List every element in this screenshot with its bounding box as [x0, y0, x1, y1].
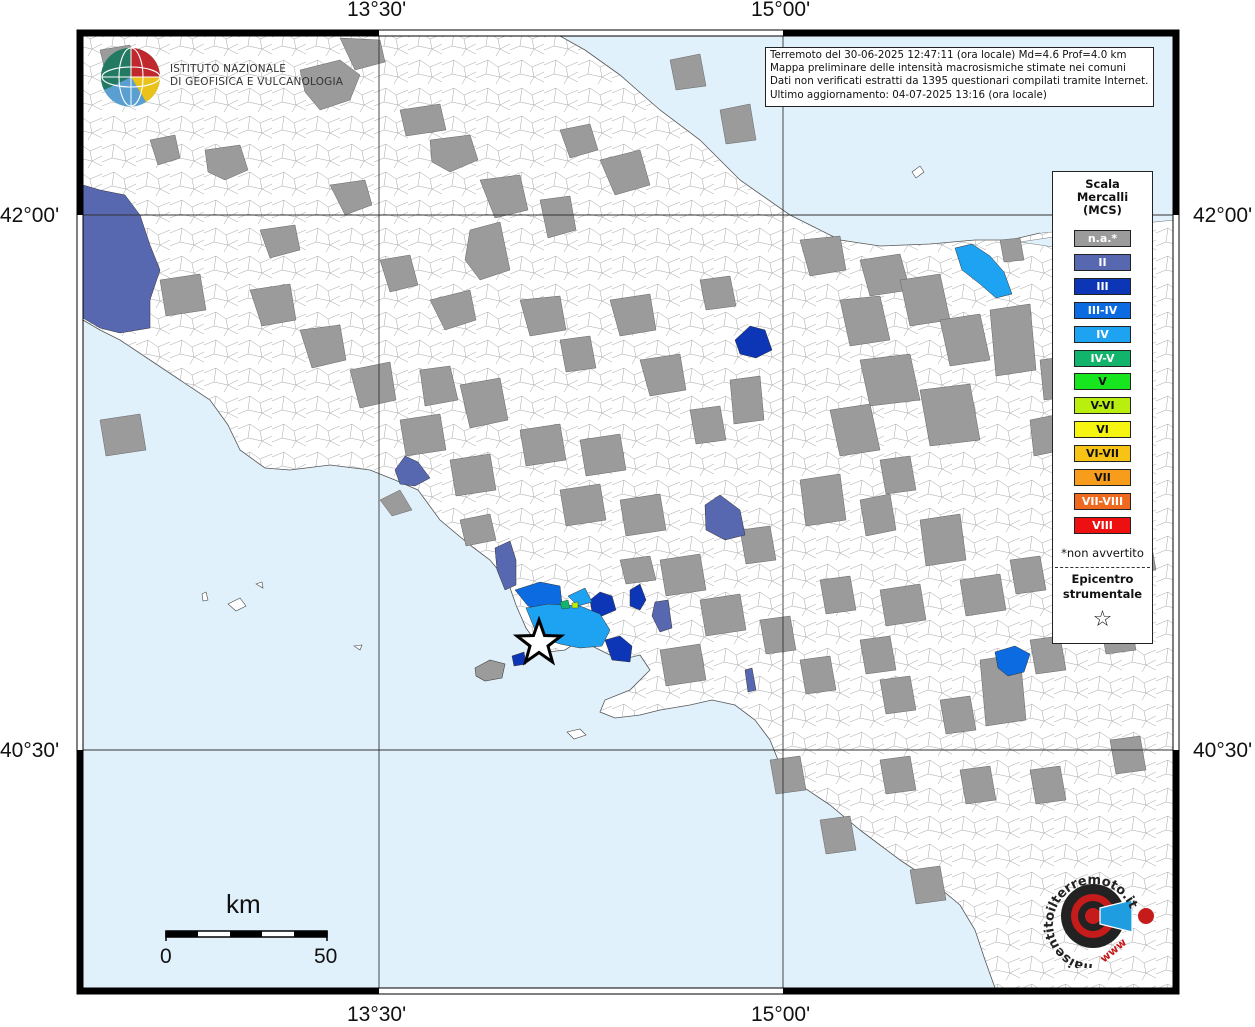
target-megaphone-icon	[1061, 884, 1154, 948]
intensity-iii-vesuvius	[604, 635, 633, 663]
map-frame	[76, 29, 1180, 995]
latitude-label-left-4200: 42°00'	[0, 204, 60, 227]
legend-title-line2: Mercalli	[1076, 190, 1129, 204]
intensity-vvi-spot	[571, 601, 579, 609]
intensity-ii-naples-north	[494, 540, 517, 591]
legend-star-icon: ☆	[1092, 607, 1113, 632]
scale-end-label: 50	[314, 945, 338, 968]
latitude-label-left-4030: 40°30'	[0, 739, 60, 762]
legend-swatch-iii-iv: III-IV	[1074, 301, 1131, 319]
legend-swatch-v: V	[1074, 373, 1131, 391]
legend-swatch-vi: VI	[1074, 421, 1131, 439]
legend-not-felt-note: *non avvertito	[1061, 546, 1144, 560]
legend-swatch-iv-v: IV-V	[1074, 349, 1131, 367]
legend-swatch-iii: III	[1074, 277, 1131, 295]
ingv-logo-text: ISTITUTO NAZIONALE DI GEOFISICA E VULCAN…	[170, 63, 343, 89]
longitude-label-top-1500: 15°00'	[751, 0, 811, 21]
scale-bar	[165, 930, 328, 941]
scale-unit-label: km	[226, 889, 261, 919]
latitude-label-right-4200: 42°00'	[1193, 204, 1253, 227]
intensity-ii-avellino	[651, 599, 673, 633]
legend-title: Scala Mercalli (MCS)	[1053, 178, 1152, 217]
info-line-updated: Ultimo aggiornamento: 04-07-2025 13:16 (…	[770, 88, 1047, 101]
intensity-legend: Scala Mercalli (MCS) n.a.* II III III-IV IV I…	[1052, 171, 1153, 644]
intensity-iii-caserta	[629, 583, 647, 611]
legend-swatch-viii: VIII	[1074, 516, 1131, 534]
legend-epicenter-line1: Epicentro	[1071, 572, 1134, 586]
info-line-data-source: Dati non verificati estratti da 1395 que…	[770, 75, 1149, 88]
intensity-iii-procida	[511, 651, 527, 667]
island-ischia	[474, 659, 506, 682]
longitude-label-bottom-1500: 15°00'	[751, 1003, 811, 1026]
earthquake-info-box: Terremoto del 30-06-2025 12:47:11 (ora l…	[765, 47, 1154, 107]
intensity-iiiiv-potenza	[994, 645, 1031, 677]
latitude-label-right-4030: 40°30'	[1193, 739, 1253, 762]
legend-swatch-vii: VII	[1074, 469, 1131, 486]
legend-swatch-iv: IV	[1074, 325, 1131, 343]
intensity-ii-rome-area	[83, 184, 161, 334]
intensity-ii-salerno-east	[744, 667, 757, 693]
longitude-label-bottom-1330: 13°30'	[347, 1003, 407, 1026]
legend-swatch-vii-viii: VII-VIII	[1074, 492, 1131, 510]
info-line-event: Terremoto del 30-06-2025 12:47:11 (ora l…	[770, 49, 1127, 61]
legend-swatch-n-a: n.a.*	[1074, 230, 1131, 247]
legend-title-line1: Scala	[1085, 177, 1120, 191]
legend-title-line3: (MCS)	[1083, 203, 1122, 217]
intensity-ii-gaeta-area	[394, 455, 431, 487]
legend-divider	[1055, 567, 1150, 568]
ingv-globe-icon	[100, 47, 161, 107]
island-capri	[566, 728, 587, 740]
longitude-label-top-1330: 13°30'	[347, 0, 407, 21]
epicenter-star-icon	[512, 615, 566, 666]
graticule	[83, 36, 1173, 988]
intensity-iii-molise	[734, 325, 773, 359]
intensity-ii-benevento-area	[704, 494, 746, 541]
info-line-description: Mappa preliminare delle intensità macros…	[770, 62, 1126, 75]
intensity-iv-gargano	[954, 243, 1013, 299]
legend-epicenter-label: Epicentro strumentale	[1053, 572, 1152, 602]
intensity-ivv-spot	[559, 599, 571, 610]
legend-swatch-v-vi: V-VI	[1074, 397, 1131, 415]
island-ponza	[227, 597, 247, 612]
scale-start-label: 0	[160, 945, 172, 968]
ingv-logo-line1: ISTITUTO NAZIONALE	[170, 63, 287, 75]
legend-swatch-vi-vii: VI-VII	[1074, 445, 1131, 463]
legend-epicenter-line2: strumentale	[1062, 587, 1143, 601]
legend-swatch-ii: II	[1074, 253, 1131, 271]
ingv-logo-line2: DI GEOFISICA E VULCANOLOGIA	[170, 76, 344, 88]
